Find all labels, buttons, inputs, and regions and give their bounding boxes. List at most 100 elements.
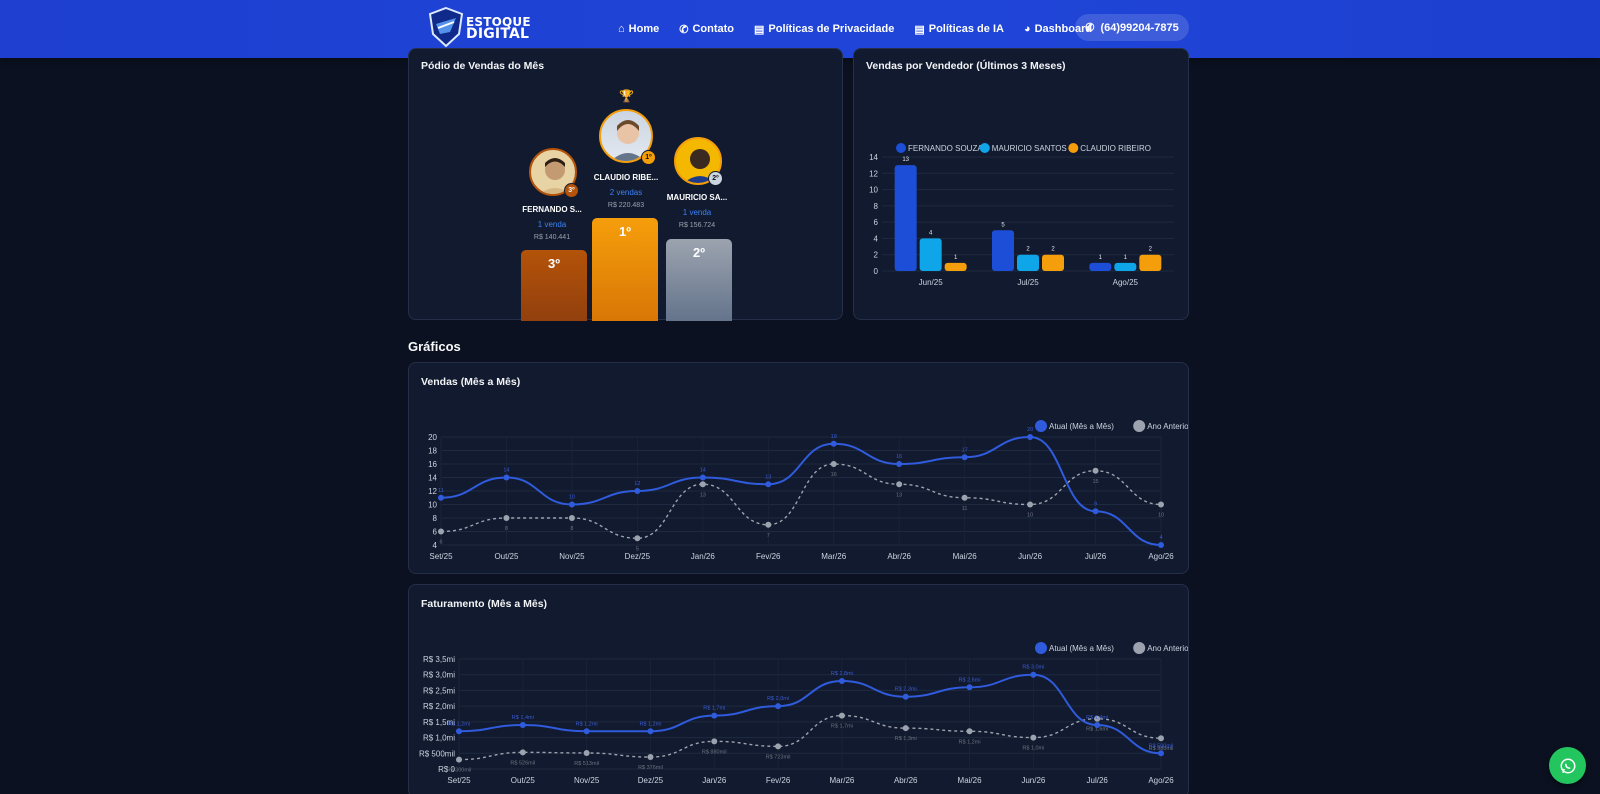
data-label: R$ 880mil: [702, 749, 727, 755]
revenue-chart-card: Faturamento (Mês a Mês) Atual (Mês a Mês…: [408, 584, 1189, 794]
nav-politicas-ia[interactable]: ▤ Políticas de IA: [914, 23, 1004, 36]
data-label: R$ 1,6mi: [1086, 727, 1108, 733]
data-label: R$ 1,0mi: [1022, 746, 1044, 752]
data-point: [775, 743, 782, 750]
y-tick-label: 12: [869, 169, 878, 178]
podium-bar-first: 1º: [592, 218, 658, 321]
data-point: [711, 738, 718, 745]
data-point: [902, 693, 909, 700]
y-tick-label: 8: [433, 514, 438, 523]
y-tick-label: R$ 3,0mi: [423, 671, 455, 680]
bar-value-label: 13: [902, 157, 909, 163]
data-point: [1094, 722, 1101, 728]
bar-value-label: 1: [1124, 255, 1128, 261]
data-point: [647, 754, 654, 761]
data-point: [1030, 671, 1037, 678]
sales-chart-card: Vendas (Mês a Mês) Atual (Mês a Mês) Ano …: [408, 362, 1189, 574]
data-label: 11: [438, 488, 444, 494]
nav-home-label: Home: [628, 23, 660, 35]
nav-home[interactable]: ⌂ Home: [618, 23, 659, 35]
data-point: [765, 481, 772, 488]
data-label: R$ 723mil: [766, 754, 791, 760]
data-point: [583, 749, 590, 756]
series-line: [440, 435, 1162, 546]
data-label: R$ 2,0mi: [767, 696, 789, 702]
x-tick-label: Nov/25: [559, 552, 585, 561]
data-point: [1094, 715, 1101, 722]
podium-bar-third: 3º: [521, 250, 587, 321]
x-tick-label: Abr/26: [894, 776, 918, 785]
data-point: [503, 474, 510, 481]
data-point: [1092, 467, 1099, 474]
data-point: [1030, 734, 1037, 741]
whatsapp-button[interactable]: [1549, 747, 1586, 784]
data-point: [711, 712, 718, 719]
bar-value-label: 2: [1051, 247, 1055, 253]
y-tick-label: 14: [428, 474, 437, 483]
data-point: [838, 678, 845, 684]
data-point: [634, 535, 641, 542]
data-label: 14: [503, 468, 509, 474]
nav-contato[interactable]: ✆ Contato: [679, 23, 734, 36]
first-place-sales: 2 vendas: [609, 188, 643, 197]
trophy-icon: 🏆: [619, 89, 634, 103]
bar: [1089, 262, 1112, 271]
data-point: [896, 461, 903, 467]
phone-icon: ✆: [1085, 22, 1095, 34]
data-label: R$ 2,3mi: [895, 687, 917, 693]
data-label: 14: [700, 468, 706, 474]
data-label: R$ 1,2mi: [639, 721, 661, 727]
section-title-graficos: Gráficos: [408, 339, 461, 354]
bar: [1042, 254, 1064, 271]
bar: [1114, 262, 1137, 271]
podium-title: Pódio de Vendas do Mês: [421, 60, 545, 72]
data-label: 19: [831, 434, 837, 440]
data-label: R$ 1,4mi: [1086, 715, 1108, 721]
data-point: [966, 728, 973, 735]
x-tick-label: Abr/26: [887, 552, 911, 561]
x-tick-label: Jun/26: [1021, 776, 1046, 785]
data-label: 10: [1027, 513, 1033, 519]
revenue-line-chart: Atual (Mês a Mês) Ano Anterior R$ 3,5mi R$ …: [419, 642, 1188, 785]
podium-bar-third-label: 3º: [548, 256, 560, 271]
x-tick-label: Jul/26: [1085, 552, 1107, 561]
third-place-value: R$ 140.441: [533, 234, 571, 241]
podium-bar-first-label: 1º: [619, 224, 631, 239]
data-point: [1027, 434, 1034, 440]
data-label: 12: [634, 481, 640, 487]
x-tick-label: Ago/26: [1148, 552, 1174, 561]
y-tick-label: R$ 2,0mi: [423, 702, 455, 711]
brand-logo[interactable]: ESTOQUE DIGITAL: [426, 6, 531, 52]
document-icon: ▤: [914, 23, 925, 36]
data-label: 13: [896, 492, 902, 498]
x-tick-label: Jul/26: [1087, 776, 1109, 785]
legend-label: Ano Anterior: [1147, 422, 1188, 431]
podium-card: Pódio de Vendas do Mês 🏆 1º CLAUDIO RIBE…: [408, 48, 843, 321]
x-tick-label: Jan/26: [702, 776, 727, 785]
data-label: R$ 980mil: [1149, 746, 1174, 752]
data-point: [1158, 501, 1164, 508]
x-tick-label: Set/25: [447, 776, 471, 785]
nav-dashboard[interactable]: ◕ Dashboard: [1024, 23, 1092, 35]
x-tick-label: Fev/26: [756, 552, 781, 561]
y-tick-label: R$ 1,5mi: [423, 718, 455, 727]
y-tick-label: R$ 500mil: [419, 749, 455, 758]
data-point: [966, 684, 973, 691]
data-label: R$ 1,2mi: [959, 739, 981, 745]
data-label: 10: [569, 495, 575, 501]
phone-number: (64)99204-7875: [1100, 21, 1179, 34]
third-place-name: FERNANDO S...: [522, 205, 582, 214]
data-point: [568, 501, 575, 508]
data-label: R$ 1,2mi: [576, 721, 598, 727]
x-tick-label: Out/25: [511, 776, 536, 785]
home-icon: ⌂: [618, 23, 625, 35]
legend-dot: [1133, 420, 1146, 432]
data-point: [838, 712, 845, 719]
y-tick-label: 2: [874, 251, 879, 260]
data-point: [456, 756, 462, 763]
phone-button[interactable]: ✆ (64)99204-7875: [1075, 14, 1189, 41]
document-icon: ▤: [753, 23, 765, 36]
x-tick-label: Dez/25: [638, 776, 664, 785]
nav-privacidade[interactable]: ▤ Políticas de Privacidade: [754, 23, 894, 36]
data-point: [503, 515, 510, 521]
